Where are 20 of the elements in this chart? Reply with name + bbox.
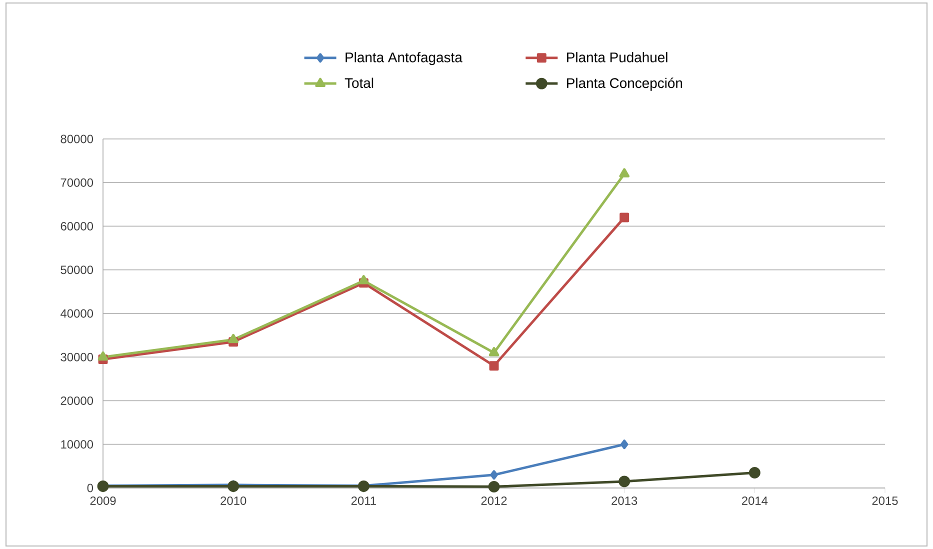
y-tick-label: 80000 (60, 134, 94, 144)
y-tick-label: 70000 (60, 178, 94, 187)
y-tick-label: 50000 (60, 266, 94, 274)
y-tick-label: 0 (87, 484, 94, 492)
y-tick-label: 30000 (60, 352, 94, 362)
x-tick-label: 2015 (872, 496, 898, 505)
y-tick-label: 10000 (61, 440, 94, 449)
x-tick-label: 2014 (742, 496, 768, 505)
legend-label: Total (344, 78, 374, 88)
x-tick-label: 2011 (351, 496, 376, 505)
y-tick-label: 20000 (60, 396, 94, 405)
x-tick-label: 2013 (612, 496, 638, 505)
legend-label: Planta Pudahuel (567, 52, 668, 62)
x-tick-label: 2010 (220, 496, 246, 505)
legend-label: Planta Concepción (567, 78, 682, 91)
x-tick-label: 2012 (481, 496, 507, 505)
y-tick-label: 40000 (60, 309, 94, 318)
legend-label: Planta Antofagasta (346, 52, 462, 66)
y-tick-label: 60000 (60, 222, 94, 230)
x-tick-label: 2009 (90, 496, 116, 505)
